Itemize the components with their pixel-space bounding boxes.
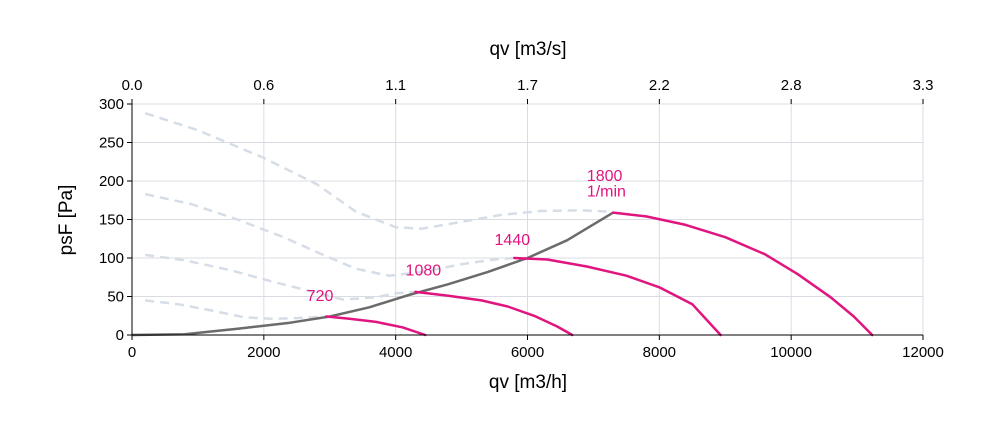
dashed-curve-6 <box>144 192 515 277</box>
x2-tick-label-0: 0.0 <box>122 77 143 94</box>
speed-label-4: 1/min <box>587 183 626 200</box>
y-tick-label-6: 300 <box>99 96 124 113</box>
y-tick-label-3: 150 <box>99 212 124 229</box>
x-tick-label-2: 4000 <box>379 344 412 361</box>
plot-frame <box>127 99 924 340</box>
y-tick-label-2: 100 <box>99 250 124 267</box>
x2-tick-label-1: 0.6 <box>253 77 274 94</box>
x-tick-label-5: 10000 <box>770 344 812 361</box>
dashed-curve-7 <box>145 253 416 301</box>
x2-axis-title: qv [m3/s] <box>489 39 566 60</box>
speed-curves <box>325 211 874 337</box>
speed-label-3: 1800 <box>587 168 623 185</box>
y-tick-label-4: 200 <box>99 173 124 190</box>
y-axis-title: psF [Pa] <box>56 185 77 256</box>
speed-label-1: 1080 <box>406 263 442 280</box>
dashed-curve-8 <box>145 299 327 321</box>
x-axis-title: qv [m3/h] <box>489 372 567 393</box>
x-tick-label-0: 0 <box>128 344 136 361</box>
y-tick-label-1: 50 <box>107 289 124 306</box>
gridlines <box>132 104 923 335</box>
speed-label-0: 720 <box>307 288 334 305</box>
x2-tick-label-3: 1.7 <box>517 77 538 94</box>
x2-tick-label-4: 2.2 <box>649 77 670 94</box>
dashed-curves <box>144 112 614 321</box>
x2-tick-label-5: 2.8 <box>781 77 802 94</box>
dashed-curve-5 <box>144 112 614 230</box>
speed-curve-1800 <box>611 211 874 337</box>
x-tick-label-3: 6000 <box>511 344 544 361</box>
system-curve-layer <box>131 211 614 337</box>
x-tick-label-6: 12000 <box>902 344 944 361</box>
x2-tick-label-6: 3.3 <box>913 77 934 94</box>
y-tick-label-5: 250 <box>99 135 124 152</box>
speed-curve-1080 <box>414 290 574 337</box>
speed-curve-1440 <box>513 256 722 337</box>
y-tick-label-0: 0 <box>116 327 124 344</box>
system-curve <box>131 211 614 337</box>
x-tick-label-4: 8000 <box>643 344 676 361</box>
speed-label-2: 1440 <box>495 232 531 249</box>
x-tick-label-1: 2000 <box>247 344 280 361</box>
speed-curve-720 <box>325 315 427 337</box>
x2-tick-label-2: 1.1 <box>385 77 406 94</box>
